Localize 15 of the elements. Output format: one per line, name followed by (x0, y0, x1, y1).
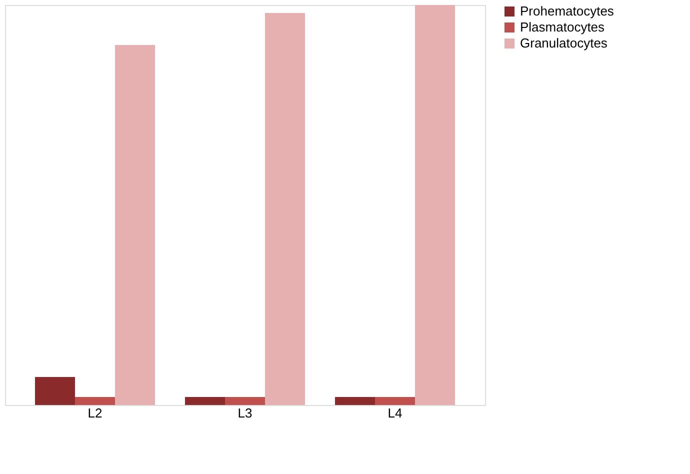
legend-label: Granulatocytes (520, 36, 608, 50)
bar (265, 13, 305, 405)
x-tick-label: L4 (388, 406, 402, 420)
bar (375, 397, 415, 405)
bar (185, 397, 225, 405)
bar (35, 377, 75, 405)
bar (115, 45, 155, 405)
bar (335, 397, 375, 405)
bar (415, 5, 455, 405)
legend-label: Prohematocytes (520, 4, 614, 18)
x-tick-label: L3 (238, 406, 252, 420)
bar (225, 397, 265, 405)
bar (75, 397, 115, 405)
legend-label: Plasmatocytes (520, 20, 606, 34)
x-tick-label: L2 (88, 406, 102, 420)
